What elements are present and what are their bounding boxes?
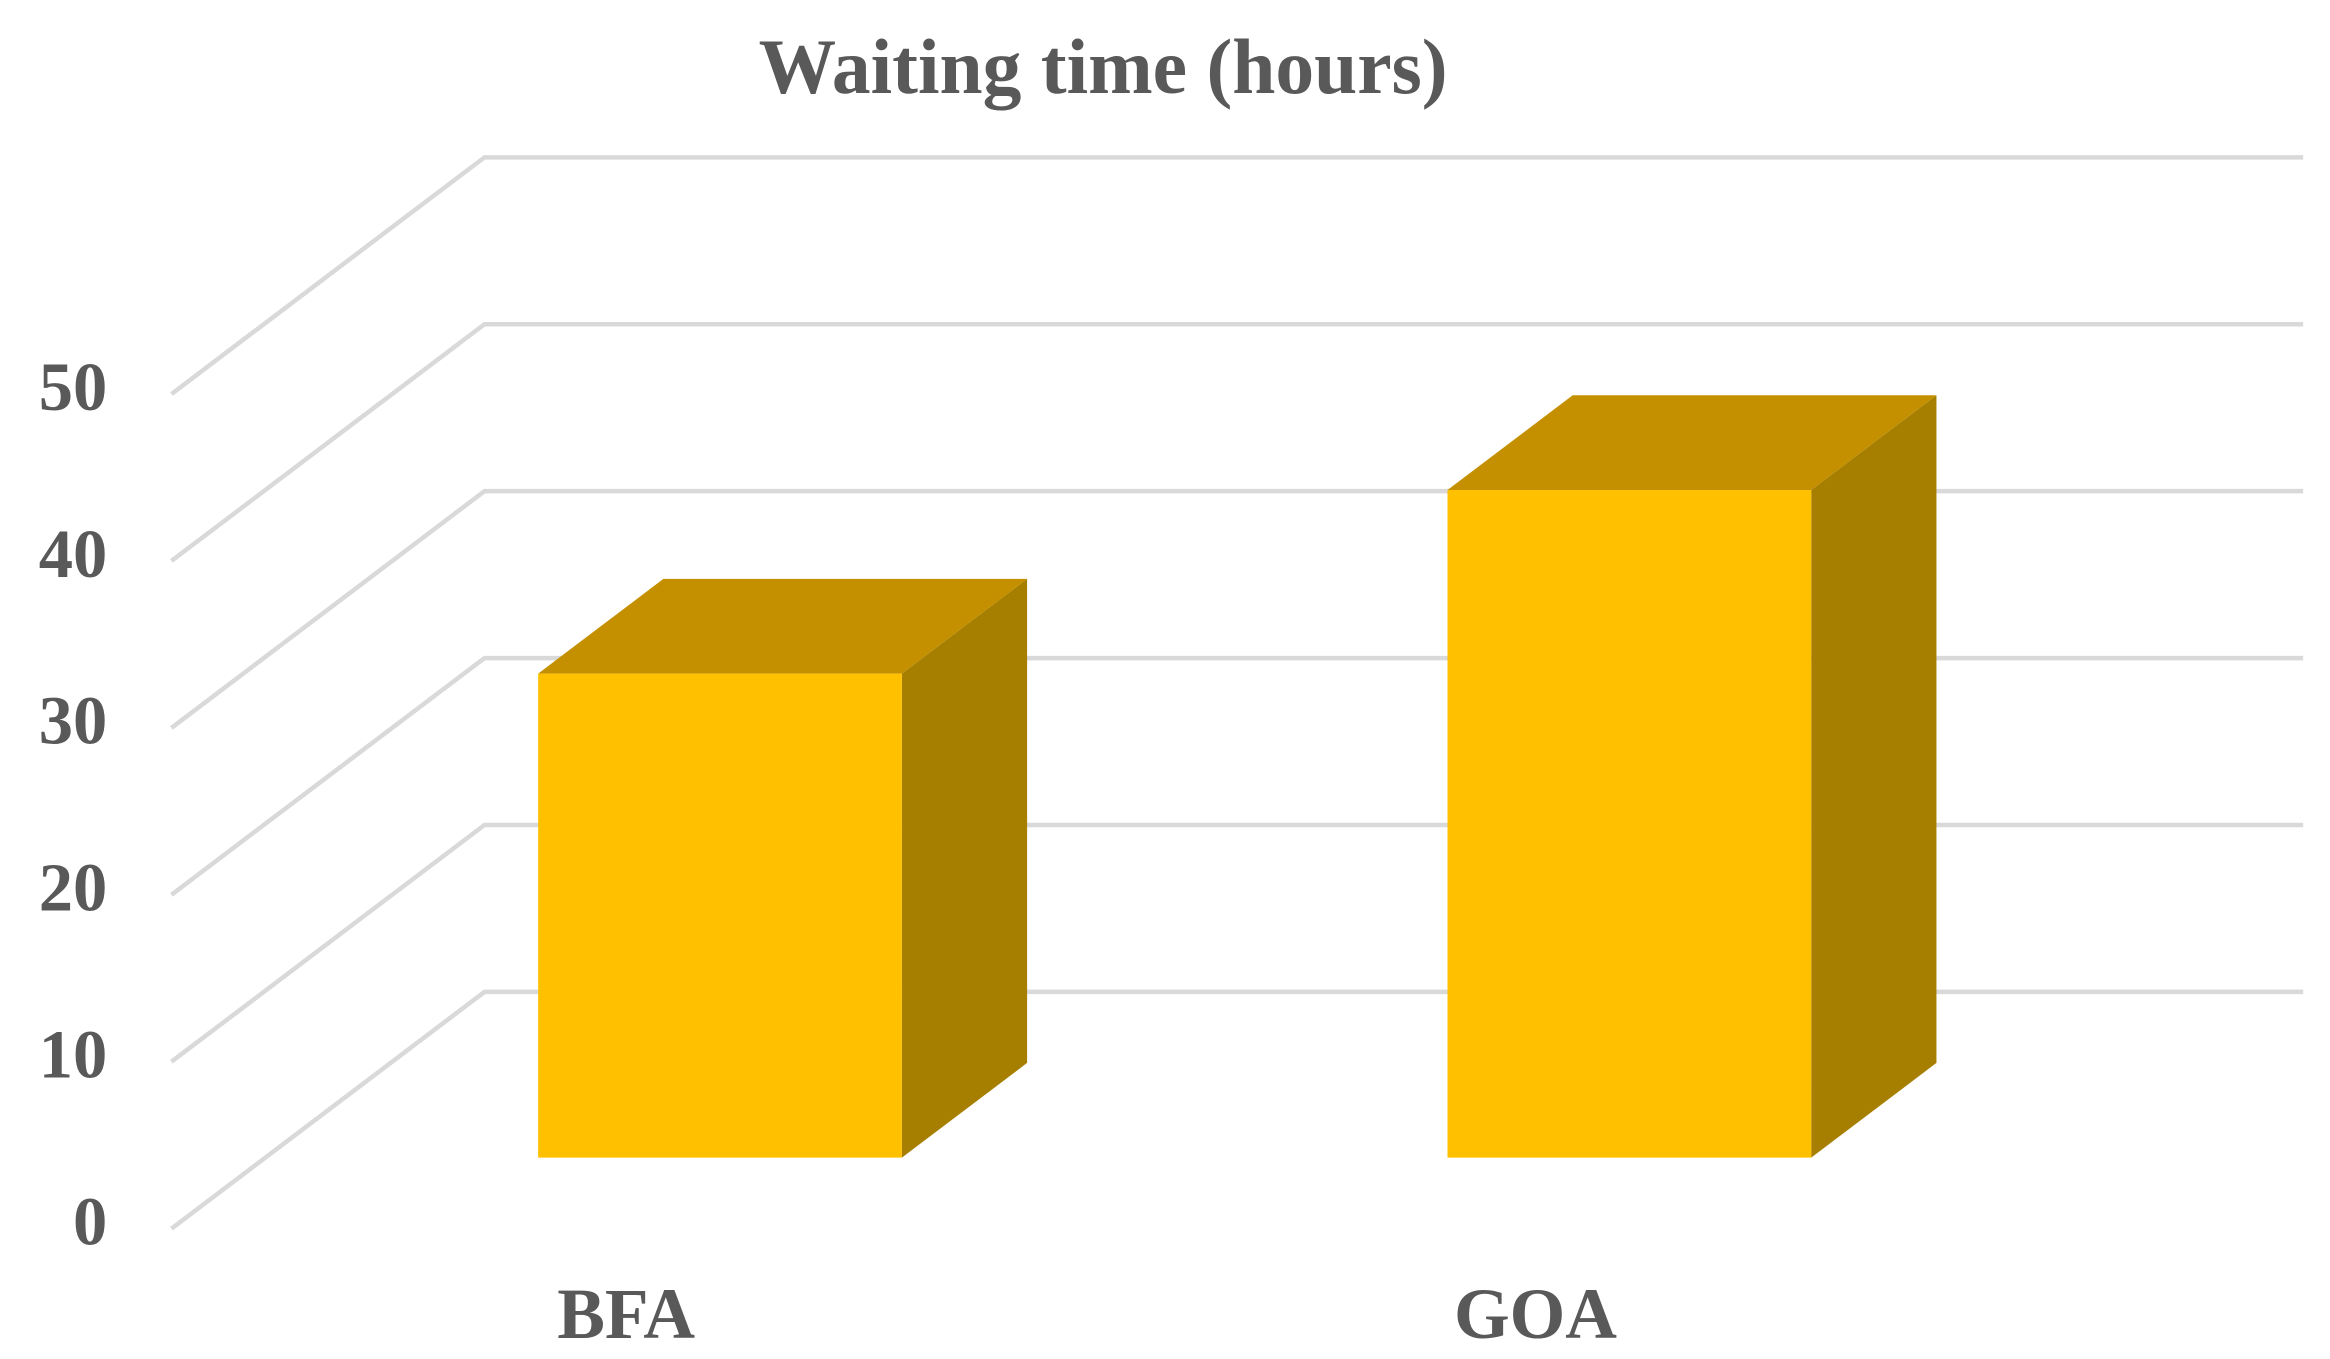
- y-tick-label: 10: [39, 1016, 108, 1092]
- grid-line: [170, 989, 2304, 1231]
- bar-side: [1811, 395, 1937, 1158]
- bar-side: [901, 578, 1028, 1158]
- grid-line: [170, 822, 2304, 1064]
- grid-line: [170, 488, 2304, 730]
- bar-top: [538, 578, 1028, 674]
- y-tick-label: 40: [39, 516, 108, 592]
- grid-line: [170, 655, 2304, 897]
- chart-title: Waiting time (hours): [759, 24, 1448, 110]
- bar-top: [1447, 395, 1937, 490]
- grid-line: [170, 155, 2304, 396]
- y-tick-label: 30: [39, 683, 108, 759]
- bar: [1447, 489, 1812, 1158]
- grid-line: [170, 321, 2304, 563]
- x-tick-label: GOA: [1454, 1274, 1617, 1354]
- y-tick-label: 50: [39, 349, 108, 425]
- x-tick-label: BFA: [557, 1274, 695, 1354]
- y-tick-label: 0: [73, 1183, 107, 1259]
- bar: [538, 673, 902, 1158]
- y-tick-label: 20: [39, 849, 108, 925]
